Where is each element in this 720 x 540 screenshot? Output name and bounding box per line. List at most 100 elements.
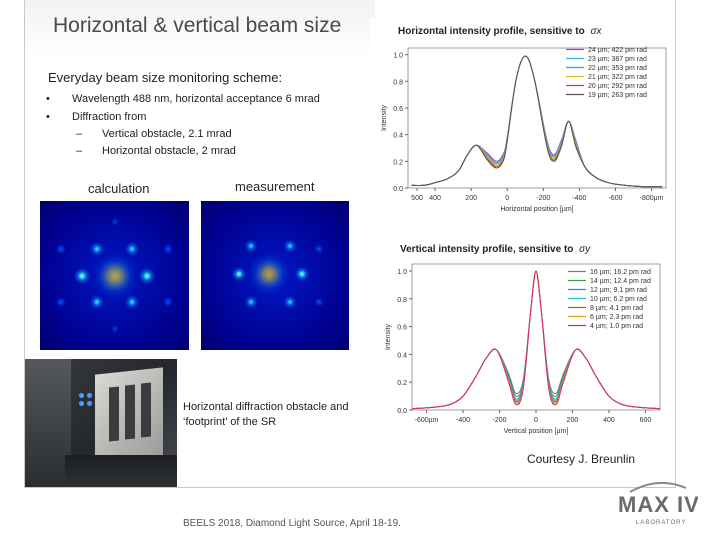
obstacle-mount	[65, 455, 177, 487]
x-tick-label: -200	[536, 195, 550, 202]
x-tick-label: -400	[572, 195, 586, 202]
plot-frame	[411, 263, 661, 411]
y-tick-label: 0.2	[397, 380, 407, 387]
bullet-item: • Diffraction from	[46, 108, 320, 126]
y-tick-label: 0.0	[397, 408, 407, 415]
diffraction-spot	[110, 325, 119, 334]
obstacle-slot	[125, 384, 135, 440]
diffraction-spots	[79, 393, 93, 407]
diffraction-spot	[93, 298, 101, 306]
legend-entry: 21 µm; 322 pm rad	[588, 74, 647, 81]
plot-frame	[407, 47, 667, 189]
legend-entry: 20 µm; 292 pm rad	[588, 83, 647, 90]
diffraction-spot	[248, 299, 255, 306]
x-tick-label: -600µm	[415, 417, 439, 424]
x-axis-label: Vertical position [µm]	[504, 428, 569, 435]
series-line	[411, 55, 663, 188]
legend-entry: 16 µm; 16.2 pm rad	[590, 269, 651, 276]
x-tick-label: 600	[640, 417, 652, 424]
x-tick-label: 400	[603, 417, 615, 424]
intro-text: Everyday beam size monitoring scheme:	[48, 70, 283, 85]
diffraction-spot	[143, 271, 152, 280]
chart-title-text: Horizontal intensity profile, sensitive …	[398, 26, 585, 37]
vertical-profile-plot: 0.0 0.2 0.4 0.6 0.8 1.0 -600µm -400 -200 0 200 400 6…	[385, 263, 661, 435]
bullet-item: • Wavelength 488 nm, horizontal acceptan…	[46, 90, 320, 108]
y-tick-label: 1.0	[393, 53, 403, 60]
legend-entry: 14 µm; 12.4 pm rad	[590, 278, 651, 285]
photo-caption-line: ‘footprint’ of the SR	[183, 416, 277, 428]
legend-entry: 19 µm; 263 pm rad	[588, 92, 647, 99]
legend-entry: 24 µm; 422 pm rad	[588, 47, 647, 54]
obstacle-slot	[109, 386, 119, 442]
maxiv-logo: MAX IV LABORATORY	[614, 478, 699, 530]
chart-title: Horizontal intensity profile, sensitive …	[398, 26, 602, 37]
diffraction-spot	[314, 244, 324, 254]
diffraction-spot	[286, 299, 293, 306]
x-tick-label: -600	[608, 195, 622, 202]
obstacle-slot	[141, 382, 151, 438]
diffraction-spot	[110, 217, 119, 226]
y-tick-label: 0.4	[393, 133, 403, 140]
chart-title-symbol: σx	[590, 26, 602, 37]
x-tick-label: 200	[465, 195, 477, 202]
x-axis-label: Horizontal position [µm]	[500, 206, 573, 213]
calculated-diffraction-pattern	[40, 201, 189, 350]
sub-bullet-text: Vertical obstacle, 2.1 mrad	[102, 128, 232, 140]
x-tick-label: 500	[411, 195, 423, 202]
y-tick-label: 0.8	[397, 297, 407, 304]
footer-text: BEELS 2018, Diamond Light Source, April …	[183, 518, 401, 529]
legend-entry: 22 µm; 353 pm rad	[588, 65, 647, 72]
diffraction-spot	[298, 270, 306, 278]
diffraction-spot	[77, 271, 86, 280]
diffraction-spot	[163, 297, 174, 308]
slide-title: Horizontal & vertical beam size	[53, 14, 342, 37]
dash-icon: –	[76, 128, 83, 140]
maxiv-logo-icon: MAX IV LABORATORY	[618, 481, 699, 526]
vertical-profile-chart: Vertical intensity profile, sensitive to…	[368, 236, 670, 436]
chart-title-symbol: σy	[579, 244, 591, 255]
diffraction-spot	[254, 259, 285, 289]
horizontal-profile-plot: 0.0 0.2 0.4 0.6 0.8 1.0 500 400 200 0 -200 -400 -600…	[381, 47, 667, 213]
diffraction-spot	[235, 270, 243, 278]
x-tick-label: 200	[567, 417, 579, 424]
y-axis-label: Intensity	[385, 323, 392, 350]
measurement-label: measurement	[235, 179, 315, 194]
legend-entry: 10 µm; 6.2 pm rad	[590, 296, 647, 303]
photo-caption: Horizontal diffraction obstacle and ‘foo…	[183, 400, 349, 430]
bullet-text: Diffraction from	[72, 111, 147, 123]
title-band	[25, 0, 375, 58]
diffraction-spot	[248, 242, 255, 249]
bullet-dot-icon: •	[46, 93, 50, 105]
calculation-label: calculation	[88, 181, 150, 196]
legend-entry: 4 µm; 1.0 pm rad	[590, 323, 643, 330]
series-line	[411, 270, 661, 410]
y-tick-label: 1.0	[397, 269, 407, 276]
x-tick-label: -800µm	[640, 195, 664, 202]
measured-diffraction-pattern	[201, 201, 349, 350]
y-tick-label: 0.2	[393, 159, 403, 166]
logo-text: MAX IV	[618, 492, 698, 517]
diffraction-spot	[55, 297, 66, 308]
bullet-dot-icon: •	[46, 111, 50, 123]
x-tick-label: 400	[429, 195, 441, 202]
y-tick-label: 0.8	[393, 79, 403, 86]
legend-entry: 12 µm; 9.1 pm rad	[590, 287, 647, 294]
y-tick-label: 0.0	[393, 186, 403, 193]
sub-bullet-item: – Horizontal obstacle, 2 mrad	[46, 143, 320, 160]
x-tick-label: 0	[505, 195, 509, 202]
courtesy-note: Courtesy J. Breunlin	[527, 452, 636, 466]
bullet-text: Wavelength 488 nm, horizontal acceptance…	[72, 93, 320, 105]
legend-entry: 23 µm; 387 pm rad	[588, 56, 647, 63]
logo-sub: LABORATORY	[636, 520, 686, 526]
diffraction-spot	[128, 245, 136, 253]
diffraction-spot	[93, 245, 101, 253]
y-tick-label: 0.6	[397, 325, 407, 332]
legend-entry: 8 µm; 4.1 pm rad	[590, 305, 643, 312]
dash-icon: –	[76, 145, 83, 157]
y-tick-label: 0.4	[397, 352, 407, 359]
sub-bullet-item: – Vertical obstacle, 2.1 mrad	[46, 126, 320, 143]
diffraction-spot	[55, 243, 66, 254]
horizontal-profile-chart: Horizontal intensity profile, sensitive …	[370, 18, 672, 214]
y-tick-label: 0.6	[393, 106, 403, 113]
x-tick-label: -400	[456, 417, 470, 424]
